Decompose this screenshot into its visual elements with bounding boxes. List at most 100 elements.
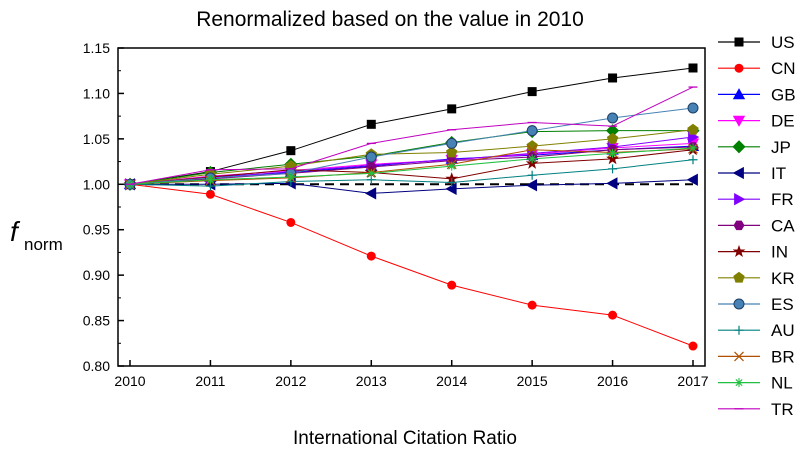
- legend-label-kr: KR: [771, 269, 795, 288]
- legend-marker-us: [734, 37, 744, 47]
- x-tick-label: 2014: [436, 373, 467, 389]
- legend-marker-gb: [732, 88, 746, 100]
- data-point-cn: [366, 251, 376, 261]
- plot-frame: [117, 47, 706, 367]
- series-cn: [125, 179, 698, 351]
- legend-label-es: ES: [771, 295, 794, 314]
- y-tick-label: 0.85: [83, 313, 110, 329]
- data-point-cn: [608, 310, 618, 320]
- data-point-es: [687, 102, 699, 114]
- data-point-nl: [527, 154, 537, 164]
- data-point-it: [606, 177, 618, 190]
- y-tick-label: 0.80: [83, 358, 110, 374]
- legend-item-au: AU: [718, 321, 795, 340]
- data-point-es: [446, 137, 458, 149]
- legend-label-gb: GB: [771, 85, 796, 104]
- legend-item-gb: GB: [718, 85, 796, 104]
- x-tick-label: 2016: [597, 373, 628, 389]
- series-line-us: [129, 67, 694, 185]
- x-tick-label: 2011: [195, 373, 225, 389]
- legend-marker-jp: [732, 140, 746, 154]
- legend-marker-de: [732, 115, 746, 127]
- data-point-cn: [286, 217, 296, 227]
- data-point-au: [608, 164, 618, 174]
- data-point-nl: [608, 148, 618, 158]
- series-line-in: [129, 149, 694, 185]
- data-point-cn: [205, 189, 215, 199]
- data-point-cn: [527, 300, 537, 310]
- legend-item-us: US: [718, 33, 795, 52]
- legend-marker-cn: [734, 63, 744, 73]
- data-point-cn: [447, 280, 457, 290]
- legend-label-tr: TR: [771, 400, 794, 419]
- legend-label-au: AU: [771, 321, 795, 340]
- series-line-br: [129, 148, 694, 185]
- data-point-nl: [205, 175, 215, 185]
- legend-item-es: ES: [718, 295, 794, 314]
- legend-item-nl: NL: [718, 374, 793, 393]
- legend-item-in: IN: [718, 243, 788, 262]
- legend-marker-in: [732, 244, 746, 258]
- legend-label-de: DE: [771, 112, 795, 131]
- x-tick-label: 2017: [677, 373, 708, 389]
- y-axis: 0.80 0.85 0.90 0.95 1.00 1.05 1.10 1.15: [83, 40, 124, 374]
- y-axis-label-main: f: [10, 216, 21, 247]
- x-axis-label: International Citation Ratio: [293, 428, 517, 449]
- data-point-kr: [446, 146, 458, 158]
- x-tick-label: 2013: [356, 373, 387, 389]
- series-layer: [123, 63, 700, 351]
- legend-item-br: BR: [718, 347, 795, 366]
- y-tick-label: 0.95: [83, 222, 110, 238]
- data-point-es: [607, 112, 619, 124]
- legend-label-in: IN: [771, 243, 788, 262]
- series-line-tr: [129, 86, 694, 185]
- legend-marker-br: [734, 351, 744, 362]
- legend-item-fr: FR: [718, 190, 794, 209]
- legend-marker-ca: [733, 220, 745, 231]
- data-point-us: [286, 146, 296, 156]
- data-point-kr: [687, 123, 699, 135]
- legend-item-ca: CA: [718, 216, 795, 235]
- series-line-au: [129, 159, 694, 187]
- data-point-nl: [447, 161, 457, 171]
- x-axis: 2010 2011 2012 2013 2014 2015 2016 2017: [114, 360, 709, 389]
- x-tick-label: 2015: [517, 373, 548, 389]
- data-point-us: [527, 87, 537, 97]
- y-tick-label: 1.10: [83, 85, 110, 101]
- y-tick-label: 0.90: [83, 267, 110, 283]
- series-line-kr: [129, 129, 694, 185]
- y-axis-label-sub: norm: [24, 235, 63, 254]
- data-point-br: [527, 144, 538, 155]
- data-point-nl: [286, 172, 296, 182]
- legend-label-fr: FR: [771, 190, 794, 209]
- x-tick-label: 2012: [275, 373, 306, 389]
- data-point-it: [525, 179, 538, 192]
- legend-label-cn: CN: [771, 59, 796, 78]
- series-line-jp: [129, 130, 693, 185]
- x-tick-label: 2010: [114, 373, 145, 389]
- y-tick-label: 1.05: [83, 131, 110, 147]
- data-point-kr: [606, 132, 619, 144]
- y-tick-label: 1.00: [83, 176, 110, 192]
- data-point-au: [688, 155, 698, 165]
- legend-label-ca: CA: [771, 216, 795, 235]
- y-axis-label: f norm: [10, 216, 63, 254]
- legend-marker-it: [732, 166, 744, 180]
- legend-label-nl: NL: [771, 374, 793, 393]
- legend-item-cn: CN: [718, 59, 796, 78]
- legend-label-us: US: [771, 33, 795, 52]
- data-point-au: [447, 177, 457, 187]
- data-point-es: [526, 125, 538, 137]
- legend-marker-kr: [733, 271, 745, 283]
- data-point-nl: [688, 143, 698, 153]
- data-point-it: [686, 173, 698, 186]
- data-point-nl: [366, 168, 376, 178]
- legend-marker-nl: [734, 378, 744, 388]
- legend-marker-fr: [734, 193, 746, 206]
- legend: US CN GB DE JP IT FR CA IN KR ES AU BR NL TR: [718, 33, 796, 419]
- series-line-es: [129, 107, 694, 185]
- legend-marker-es: [733, 298, 745, 310]
- data-point-us: [688, 63, 698, 73]
- data-point-au: [527, 170, 537, 180]
